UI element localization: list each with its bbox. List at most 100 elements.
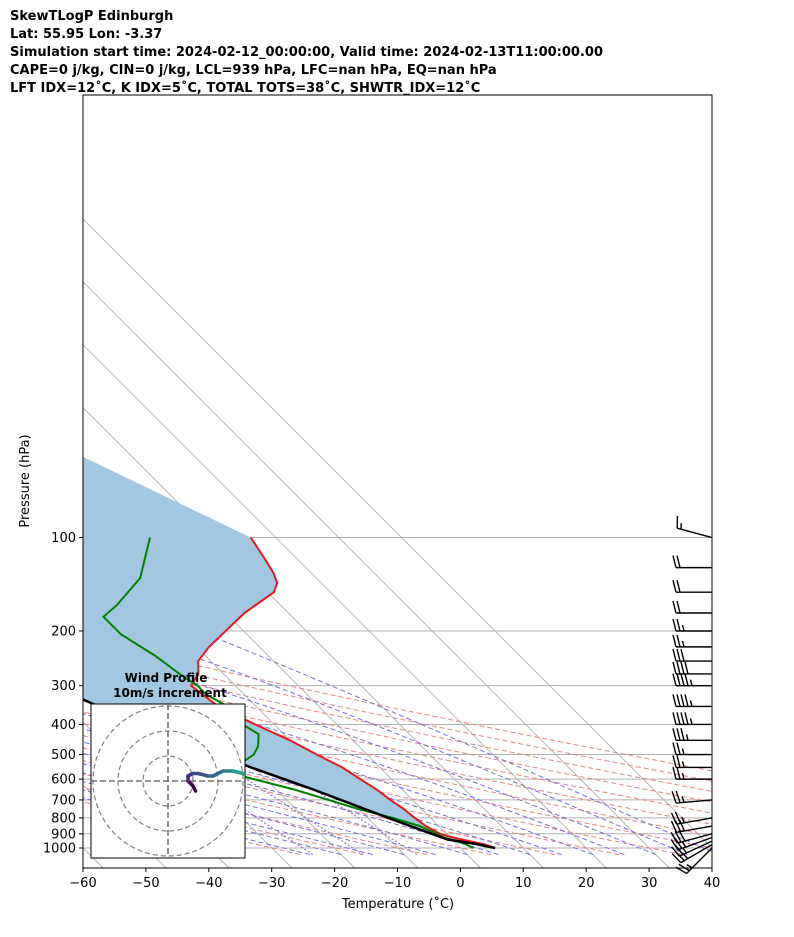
y-tick-label: 800 [51,811,76,826]
barb-half-flag [682,853,689,860]
isotherm-line [83,281,670,868]
barb-flag [680,673,685,686]
barb-flag [675,866,687,875]
parcel-line [83,698,496,850]
dry-adiabat-line [83,668,712,803]
y-axis-label: Pressure (hPa) [18,434,33,527]
barb-flag [680,694,685,707]
barb-half-flag [681,624,685,632]
barb-flag [676,600,681,614]
wind-barb [672,618,712,632]
barb-flag [672,673,677,686]
profile-lines [83,456,496,850]
simulation-times: Simulation start time: 2024-02-12_00:00:… [10,45,603,60]
barb-flag [676,634,681,648]
x-axis-label: Temperature (˚C) [341,896,454,912]
y-tick-label: 500 [51,748,76,763]
barb-half-flag [682,847,688,854]
barb-flag [676,648,681,662]
wind-barb [672,648,712,662]
barb-flag [672,648,677,662]
barb-half-flag [686,864,693,869]
barb-flag [672,712,677,725]
barb-half-flag [681,640,685,648]
barb-flag [680,648,685,662]
barb-staff [676,825,713,834]
wind-barb [672,634,712,648]
moist-adiabat-line [83,728,531,856]
barb-flag [672,742,677,755]
barb-staff [686,847,713,874]
barb-flag [672,618,677,632]
barb-flag [670,839,679,851]
x-tick-label: −10 [384,876,411,891]
barb-flag [676,755,681,768]
barb-flag [676,742,681,755]
barb-half-flag [681,748,685,755]
barb-flag [672,755,677,768]
y-tick-label: 300 [51,679,76,694]
barb-flag [676,673,681,686]
barb-staff [677,833,713,844]
chart-header: SkewTLogP Edinburgh Lat: 55.95 Lon: -3.3… [10,8,603,98]
moist-adiabat-line [83,648,657,856]
x-tick-label: −50 [132,876,159,891]
moist-adiabat-line [83,781,373,856]
barb-flag [684,673,689,686]
wind-barb [672,766,712,780]
hodograph-subtitle: 10m/s increment [113,686,227,700]
wind-barb [672,600,712,614]
barb-flag [676,661,681,675]
barb-flag [670,812,678,825]
y-tick-label: 100 [51,531,76,546]
barb-flag [684,694,689,707]
dry-adiabat-line [83,689,712,825]
dry-adiabat-line [83,678,712,814]
station-coordinates: Lat: 55.95 Lon: -3.37 [10,27,163,42]
barb-staff [676,799,713,804]
moist-adiabat-line [83,789,342,856]
barb-staff [680,843,713,864]
hodograph-plot [91,704,245,858]
wind-barb [670,811,713,825]
x-tick-label: 0 [456,876,464,891]
x-tick-label: −40 [195,876,222,891]
barb-flag [684,712,689,725]
barb-staff [679,840,713,857]
wind-barb [671,790,713,804]
y-tick-label: 200 [51,624,76,639]
barb-flag [672,661,677,675]
mixing-ratio-line [297,778,418,856]
barb-flag [680,728,685,741]
barb-flag [670,820,678,833]
wind-barb [672,673,712,687]
wind-barbs [670,515,713,875]
barb-flag [676,555,681,568]
wind-barb [672,661,712,675]
barb-flag [676,580,681,593]
station-title: SkewTLogP Edinburgh [10,9,174,24]
y-tick-label: 400 [51,718,76,733]
barb-flag [680,712,685,725]
barb-flag [672,766,677,780]
x-tick-label: 40 [704,876,721,891]
barb-half-flag [685,734,689,741]
barb-flag [676,766,681,780]
barb-flag [671,853,682,864]
moist-adiabat-line [83,695,594,856]
x-tick-label: 20 [578,876,595,891]
barb-half-flag [681,796,685,803]
wind-barb [672,728,712,742]
wind-barb [672,742,712,756]
barb-flag [678,863,690,872]
y-tick-label: 1000 [43,842,76,857]
barb-flag [671,846,680,857]
mixing-ratio-line [246,778,364,856]
dry-adiabat-line [83,747,556,856]
wind-barb [672,712,712,726]
axes: −60 −50 −40 −30 −20 −10 0 10 20 30 40 100 200 300 400 5… [43,531,720,891]
barb-half-flag [681,816,686,824]
cin-shading [83,456,496,848]
barb-flag [672,694,677,707]
